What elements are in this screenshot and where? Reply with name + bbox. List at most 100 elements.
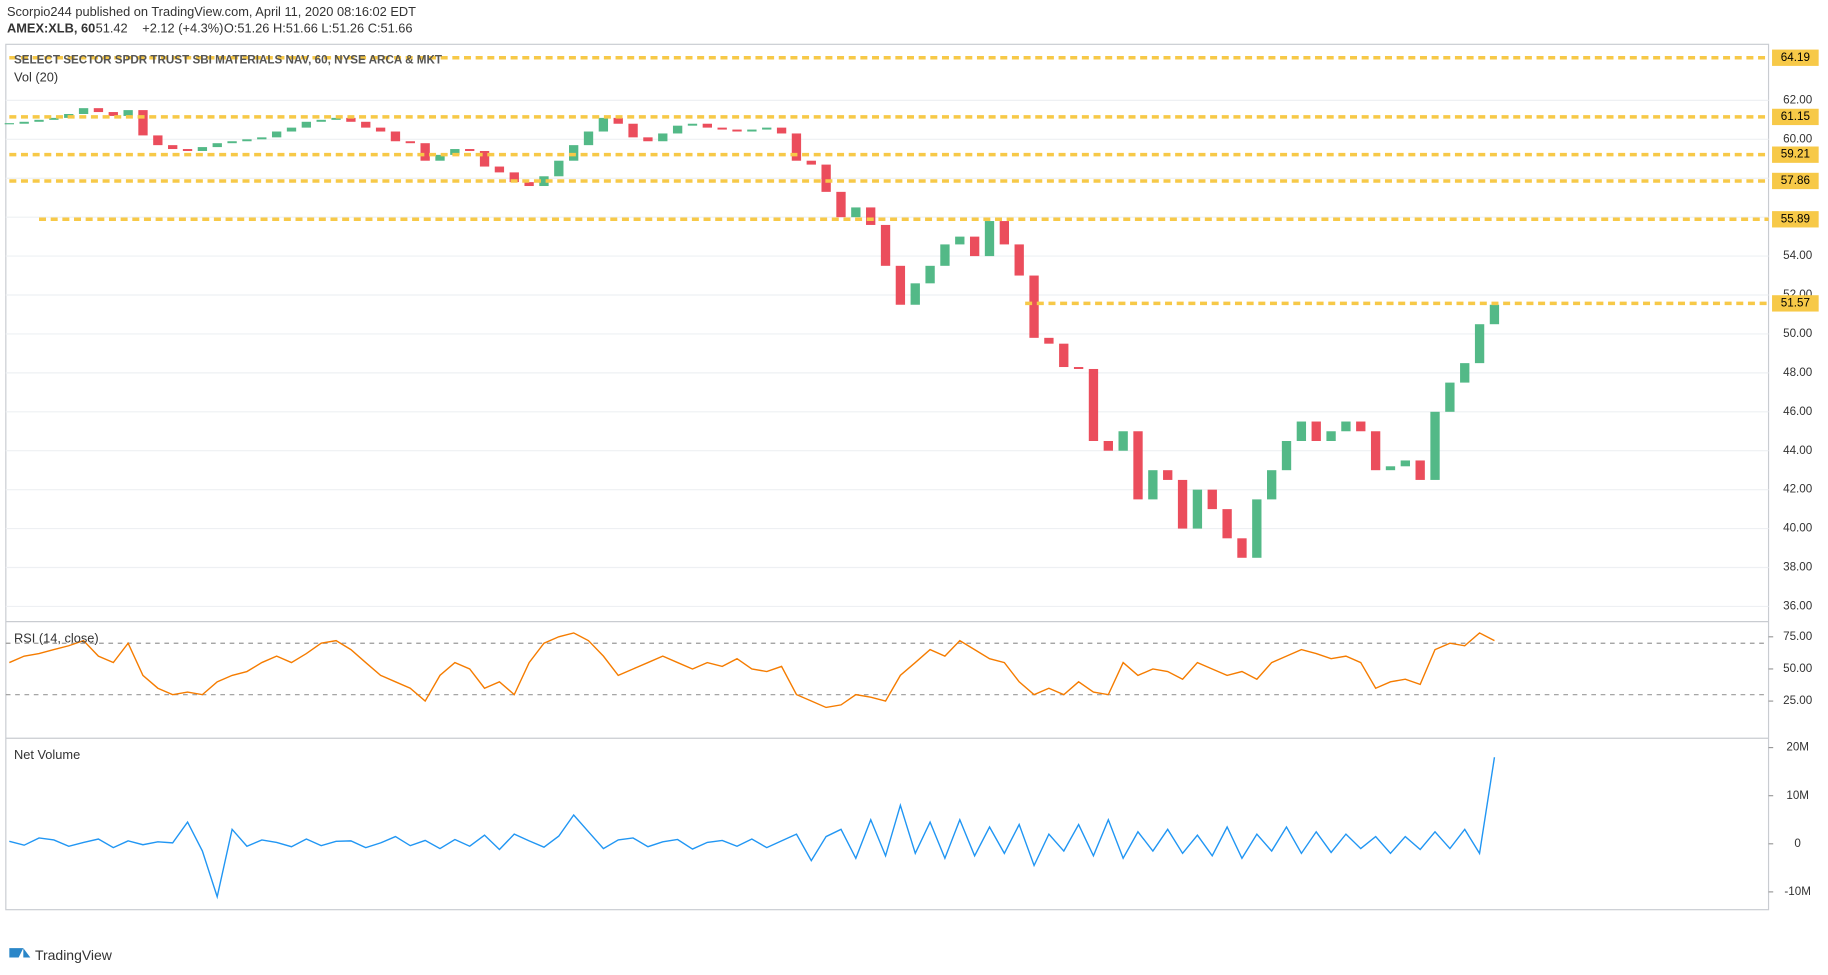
candle	[1059, 343, 1069, 368]
ohlc: O:51.26 H:51.66 L:51.26 C:51.66	[224, 21, 413, 36]
candle	[316, 119, 326, 122]
rsi-legend: RSI (14, close)	[14, 631, 99, 646]
labels-layer: SELECT SECTOR SPDR TRUST SBI MATERIALS N…	[14, 49, 1819, 898]
candle	[1252, 499, 1262, 558]
candle	[257, 137, 267, 140]
y-tick-label: 0	[1794, 837, 1801, 850]
candle	[1370, 431, 1381, 471]
candle	[479, 150, 490, 167]
candle	[1430, 411, 1440, 480]
candle	[301, 121, 312, 128]
y-tick-label: 38.00	[1783, 561, 1813, 574]
candle	[732, 129, 742, 132]
candle	[1341, 421, 1351, 432]
y-tick-label: 62.00	[1783, 93, 1813, 106]
candle	[1088, 368, 1099, 441]
candle	[420, 143, 430, 161]
candle	[791, 133, 802, 161]
price-legend: SELECT SECTOR SPDR TRUST SBI MATERIALS N…	[14, 54, 442, 67]
candle	[182, 149, 193, 151]
candle	[1489, 304, 1500, 325]
candle	[197, 147, 208, 151]
level-label: 64.19	[1781, 51, 1810, 64]
candle	[19, 121, 29, 124]
candle	[435, 154, 445, 161]
candle	[465, 149, 475, 151]
y-tick-label: -10M	[1784, 885, 1811, 898]
y-tick-label: 54.00	[1783, 249, 1813, 262]
candle	[1267, 470, 1277, 500]
candle	[227, 141, 237, 144]
candle	[49, 117, 59, 120]
y-tick-label: 10M	[1786, 789, 1809, 802]
candle	[717, 127, 727, 130]
series-line	[9, 757, 1496, 900]
candle	[1192, 489, 1203, 529]
candle	[747, 129, 757, 132]
candle	[672, 125, 683, 134]
candle	[866, 207, 876, 225]
net-volume-legend: Net Volume	[14, 747, 80, 762]
y-tick-label: 75.00	[1783, 630, 1813, 643]
change: +2.12 (+4.3%)	[142, 21, 223, 36]
y-tick-label: 40.00	[1783, 522, 1813, 535]
candle	[851, 207, 861, 218]
candle	[910, 283, 920, 305]
level-label: 61.15	[1781, 110, 1810, 123]
candle	[925, 265, 935, 284]
candle	[1356, 421, 1366, 432]
candle	[643, 137, 653, 142]
candle	[123, 110, 133, 116]
publisher-line: Scorpio244 published on TradingView.com,…	[7, 4, 416, 19]
candle	[242, 139, 252, 142]
level-label: 57.86	[1781, 174, 1810, 187]
candle	[984, 221, 995, 257]
candle	[628, 123, 638, 138]
candle	[583, 131, 594, 146]
candle	[613, 117, 623, 124]
candle	[212, 143, 222, 148]
candle	[108, 112, 118, 116]
candle	[821, 164, 831, 192]
y-tick-label: 48.00	[1783, 366, 1813, 379]
level-label: 59.21	[1781, 148, 1810, 161]
grid-layer	[5, 99, 1774, 893]
candle	[955, 236, 965, 245]
marks-layer	[4, 55, 1769, 900]
y-tick-label: 36.00	[1783, 600, 1813, 613]
candle	[271, 131, 282, 138]
candle	[658, 133, 668, 142]
y-tick-label: 46.00	[1783, 405, 1813, 418]
level-label: 51.57	[1781, 296, 1810, 309]
level-label-box	[1772, 295, 1819, 312]
candle	[286, 127, 297, 132]
candle	[554, 160, 564, 177]
y-tick-label: 60.00	[1783, 132, 1813, 145]
candle	[1415, 460, 1425, 480]
candle	[1163, 470, 1173, 480]
y-tick-label: 44.00	[1783, 444, 1813, 457]
logo	[9, 948, 31, 958]
candle	[1073, 367, 1084, 369]
symbol: AMEX:XLB, 60	[7, 21, 95, 36]
candle	[598, 117, 609, 132]
candle	[494, 166, 505, 173]
candle	[509, 172, 519, 183]
candle	[1118, 431, 1128, 451]
candle	[1281, 440, 1292, 471]
candle	[1296, 421, 1307, 441]
candle	[1474, 324, 1485, 364]
candle	[405, 141, 415, 144]
candle	[940, 244, 950, 266]
volume-legend: Vol (20)	[14, 70, 58, 85]
candle	[375, 127, 386, 132]
candle	[1311, 421, 1321, 441]
candle	[569, 145, 579, 161]
candle	[1103, 440, 1113, 451]
candle	[1445, 382, 1455, 412]
candle	[1460, 363, 1470, 383]
candle	[390, 131, 401, 142]
footer-brand: TradingView	[35, 947, 113, 963]
candle	[450, 149, 460, 155]
y-tick-label: 50.00	[1783, 662, 1813, 675]
